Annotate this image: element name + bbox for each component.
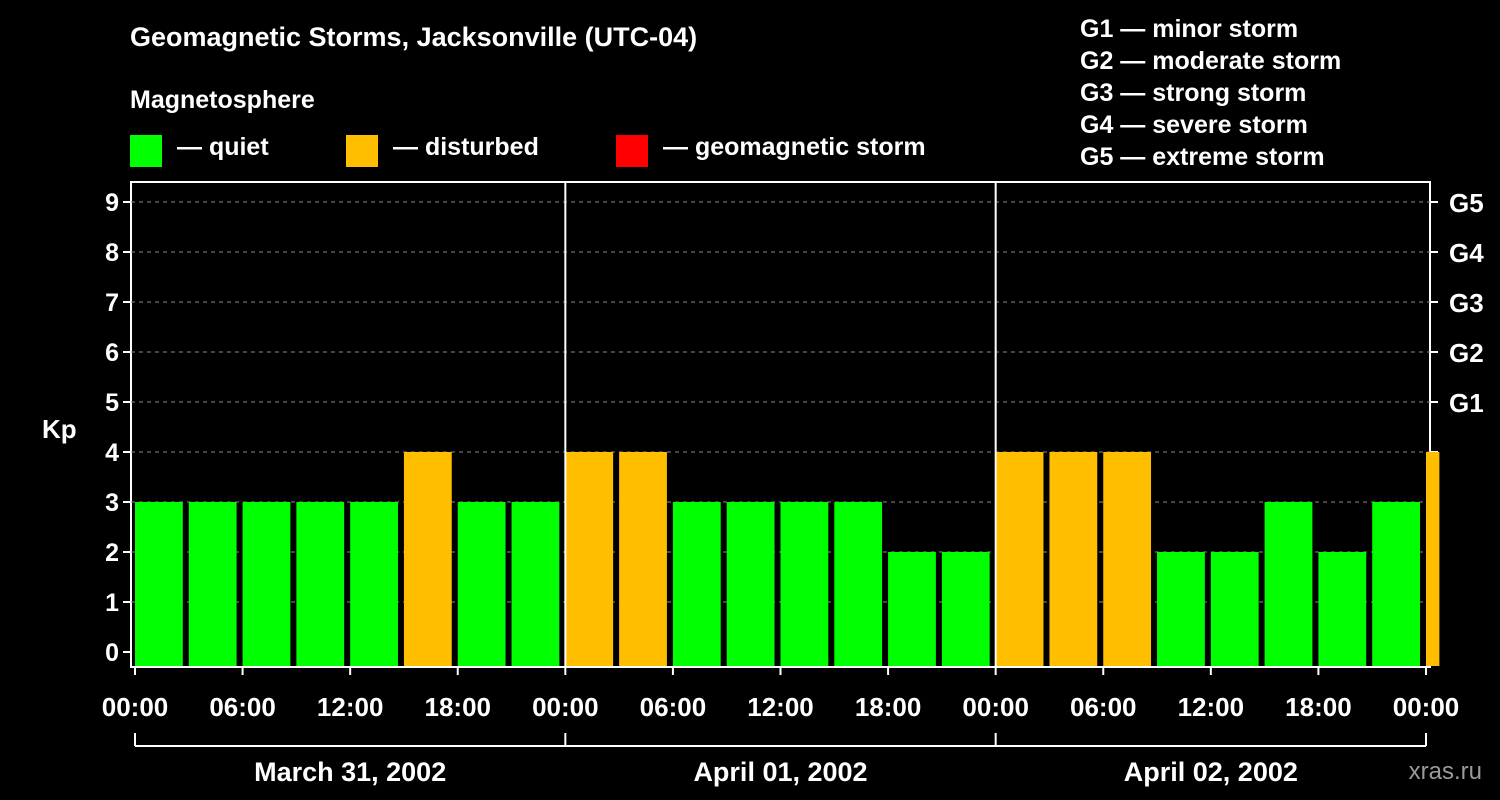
kp-bar xyxy=(1318,552,1367,666)
kp-bar xyxy=(834,502,883,666)
x-tick-label: 18:00 xyxy=(1285,692,1352,722)
watermark: xras.ru xyxy=(1408,758,1482,785)
legend-swatch-storm xyxy=(616,135,648,167)
g-scale-label: G4 xyxy=(1449,238,1484,268)
kp-bar xyxy=(403,452,452,666)
legend-swatch-disturbed xyxy=(346,135,378,167)
y-axis-label: Kp xyxy=(42,414,77,444)
kp-bar xyxy=(188,502,237,666)
g-scale-item: G5 — extreme storm xyxy=(1080,143,1325,171)
x-tick-label: 06:00 xyxy=(1070,692,1137,722)
y-tick-label: 4 xyxy=(105,439,119,467)
kp-bar xyxy=(350,502,398,666)
day-label: April 02, 2002 xyxy=(1124,757,1298,787)
x-tick-label: 06:00 xyxy=(640,692,707,722)
kp-bar xyxy=(726,502,775,666)
chart-title: Geomagnetic Storms, Jacksonville (UTC-04… xyxy=(130,22,698,52)
legend-label-quiet: — quiet xyxy=(177,133,269,161)
x-tick-label: 12:00 xyxy=(1178,692,1245,722)
y-tick-label: 0 xyxy=(105,639,119,667)
x-tick-label: 18:00 xyxy=(855,692,922,722)
kp-bar xyxy=(1210,552,1259,666)
y-tick-label: 6 xyxy=(105,339,119,367)
g-scale-list: G1 — minor storm G2 — moderate storm G3 … xyxy=(1080,13,1341,173)
g-scale-label: G2 xyxy=(1449,338,1484,368)
legend-swatch-quiet xyxy=(130,135,162,167)
g-scale-label: G3 xyxy=(1449,288,1484,318)
legend-label-storm: — geomagnetic storm xyxy=(663,133,926,161)
kp-bar xyxy=(1372,502,1420,666)
y-tick-label: 5 xyxy=(105,389,119,417)
kp-bar xyxy=(941,552,990,666)
g-scale-label: G5 xyxy=(1449,188,1484,218)
kp-bar xyxy=(296,502,345,666)
kp-bar xyxy=(1103,452,1152,666)
kp-bar xyxy=(457,502,506,666)
x-tick-label: 00:00 xyxy=(532,692,599,722)
legend-label-disturbed: — disturbed xyxy=(393,133,539,161)
kp-bar xyxy=(135,502,183,666)
legend-heading: Magnetosphere xyxy=(130,86,315,114)
g-scale-item: G1 — minor storm xyxy=(1080,15,1299,43)
g-scale-item: G4 — severe storm xyxy=(1080,111,1308,139)
y-tick-label: 7 xyxy=(105,289,119,317)
kp-bar xyxy=(1049,452,1098,666)
day-label: April 01, 2002 xyxy=(693,757,867,787)
y-tick-label: 1 xyxy=(105,589,119,617)
y-tick-label: 3 xyxy=(105,489,119,517)
x-tick-label: 00:00 xyxy=(962,692,1029,722)
g-scale-label: G1 xyxy=(1449,388,1484,418)
kp-bar xyxy=(995,452,1044,666)
kp-bar xyxy=(1426,452,1440,666)
g-scale-item: G2 — moderate storm xyxy=(1080,47,1342,75)
g-scale-item: G3 — strong storm xyxy=(1080,79,1307,107)
kp-bar xyxy=(242,502,291,666)
kp-bar xyxy=(780,502,829,666)
x-tick-label: 12:00 xyxy=(317,692,384,722)
x-tick-label: 00:00 xyxy=(102,692,169,722)
y-tick-label: 2 xyxy=(105,539,119,567)
kp-bar xyxy=(511,502,560,666)
x-tick-label: 00:00 xyxy=(1393,692,1460,722)
x-tick-label: 18:00 xyxy=(425,692,492,722)
kp-bar xyxy=(565,452,614,666)
kp-bar xyxy=(888,552,936,666)
kp-bar xyxy=(672,502,721,666)
x-tick-label: 06:00 xyxy=(209,692,276,722)
kp-bar xyxy=(1264,502,1313,666)
y-tick-label: 9 xyxy=(105,189,119,217)
day-label: March 31, 2002 xyxy=(254,757,446,787)
x-tick-label: 12:00 xyxy=(747,692,814,722)
y-tick-label: 8 xyxy=(105,239,119,267)
kp-bar xyxy=(1157,552,1205,666)
kp-bar xyxy=(619,452,667,666)
